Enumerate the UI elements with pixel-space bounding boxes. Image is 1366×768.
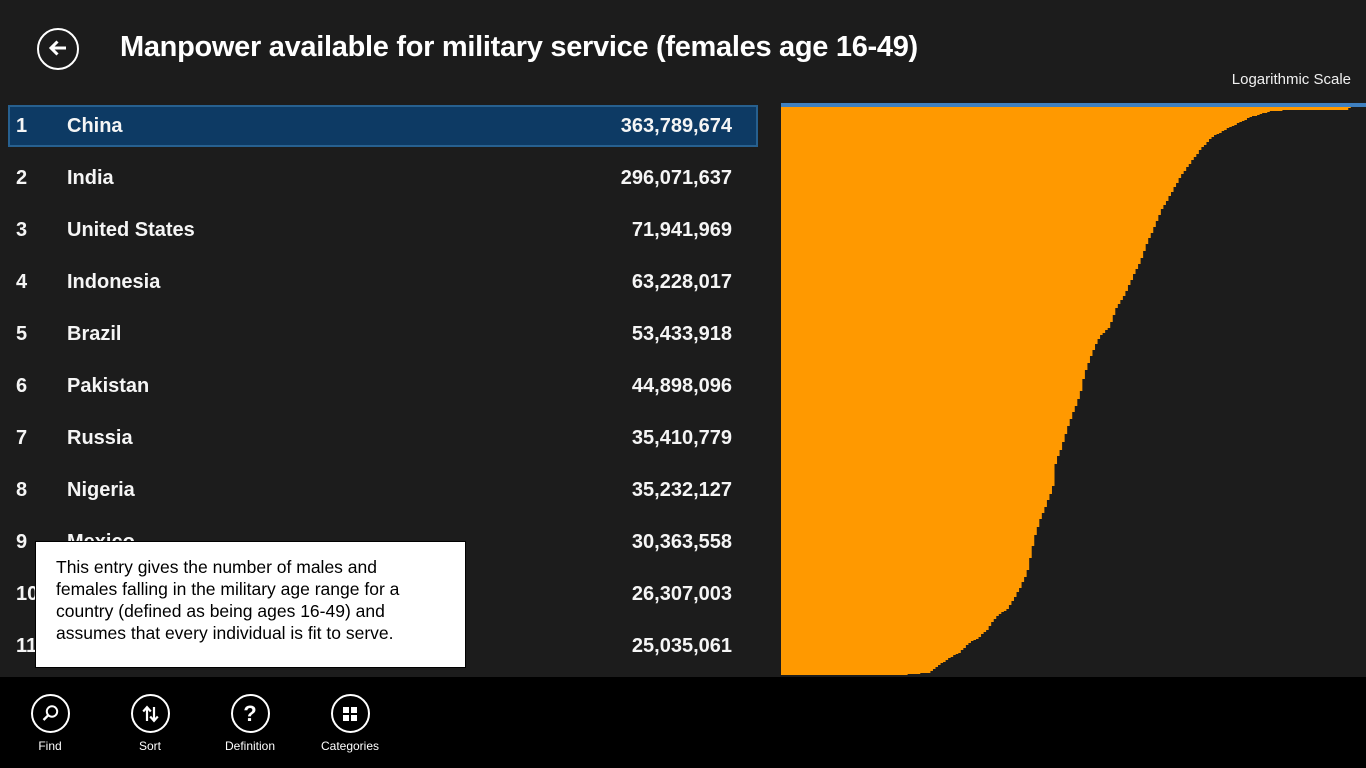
sort-label: Sort [138, 739, 161, 753]
appbar: Find Sort ? Definition Categories [0, 677, 1366, 768]
country-value: 363,789,674 [620, 114, 732, 137]
sort-button[interactable]: Sort [100, 677, 200, 768]
page-title: Manpower available for military service … [120, 31, 918, 63]
country-rank: 2 [16, 166, 28, 189]
tooltip-line: females falling in the military age rang… [56, 579, 400, 599]
country-name: Pakistan [67, 374, 150, 397]
country-row[interactable]: 11 25,035,061 [8, 625, 758, 667]
log-chart-svg [781, 103, 1366, 675]
categories-label: Categories [320, 739, 380, 753]
country-row[interactable]: 10 26,307,003 [8, 573, 758, 615]
country-row[interactable]: 4 Indonesia 63,228,017 [8, 261, 758, 303]
country-value: 63,228,017 [631, 270, 732, 293]
back-arrow-icon [45, 35, 71, 64]
country-rank: 6 [16, 374, 28, 397]
log-scale-label: Logarithmic Scale [1231, 71, 1351, 88]
tooltip-line: country (defined as being ages 16-49) an… [56, 601, 385, 621]
header: Manpower available for military service … [0, 0, 1366, 103]
country-row[interactable]: 7 Russia 35,410,779 [8, 417, 758, 459]
country-value: 71,941,969 [631, 218, 732, 241]
sort-arrows-icon [130, 694, 170, 733]
find-label: Find [38, 739, 62, 753]
country-row[interactable]: 3 United States 71,941,969 [8, 209, 758, 251]
country-value: 26,307,003 [631, 582, 732, 605]
country-value: 44,898,096 [631, 374, 732, 397]
country-rank: 3 [16, 218, 28, 241]
country-row[interactable]: 8 Nigeria 35,232,127 [8, 469, 758, 511]
country-rank: 1 [16, 114, 28, 137]
country-name: China [67, 114, 123, 137]
search-icon [30, 694, 70, 733]
country-rank: 9 [16, 530, 28, 553]
country-value: 35,232,127 [631, 478, 732, 501]
country-rank: 8 [16, 478, 28, 501]
country-rank: 5 [16, 322, 28, 345]
definition-button[interactable]: ? Definition [200, 677, 300, 768]
country-value: 296,071,637 [620, 166, 732, 189]
definition-tooltip: This entry gives the number of males and… [35, 541, 466, 668]
country-row[interactable]: 6 Pakistan 44,898,096 [8, 365, 758, 407]
country-list: 1 China 363,789,674 2 India 296,071,637 … [8, 105, 758, 677]
country-name: Indonesia [67, 270, 161, 293]
country-row[interactable]: 5 Brazil 53,433,918 [8, 313, 758, 355]
tooltip-line: assumes that every individual is fit to … [56, 623, 394, 643]
country-rank: 11 [16, 634, 38, 657]
country-row[interactable]: 1 China 363,789,674 [8, 105, 758, 147]
categories-button[interactable]: Categories [300, 677, 400, 768]
country-name: Russia [67, 426, 133, 449]
chart-axis-line [781, 103, 1366, 107]
definition-label: Definition [224, 739, 276, 753]
country-value: 25,035,061 [631, 634, 732, 657]
country-rank: 7 [16, 426, 28, 449]
country-name: India [67, 166, 114, 189]
country-value: 53,433,918 [631, 322, 732, 345]
country-value: 35,410,779 [631, 426, 732, 449]
country-rank: 4 [16, 270, 28, 293]
tooltip-line: This entry gives the number of males and [56, 557, 377, 577]
log-scale-chart[interactable] [781, 103, 1366, 675]
country-name: Brazil [67, 322, 122, 345]
country-name: Nigeria [67, 478, 135, 501]
country-rank: 10 [16, 582, 39, 605]
back-button[interactable] [37, 28, 79, 70]
country-name: United States [67, 218, 195, 241]
question-icon: ? [230, 694, 270, 733]
country-value: 30,363,558 [631, 530, 732, 553]
grid-icon [330, 694, 370, 733]
find-button[interactable]: Find [0, 677, 100, 768]
chart-area-path [781, 107, 1366, 675]
country-row[interactable]: 2 India 296,071,637 [8, 157, 758, 199]
